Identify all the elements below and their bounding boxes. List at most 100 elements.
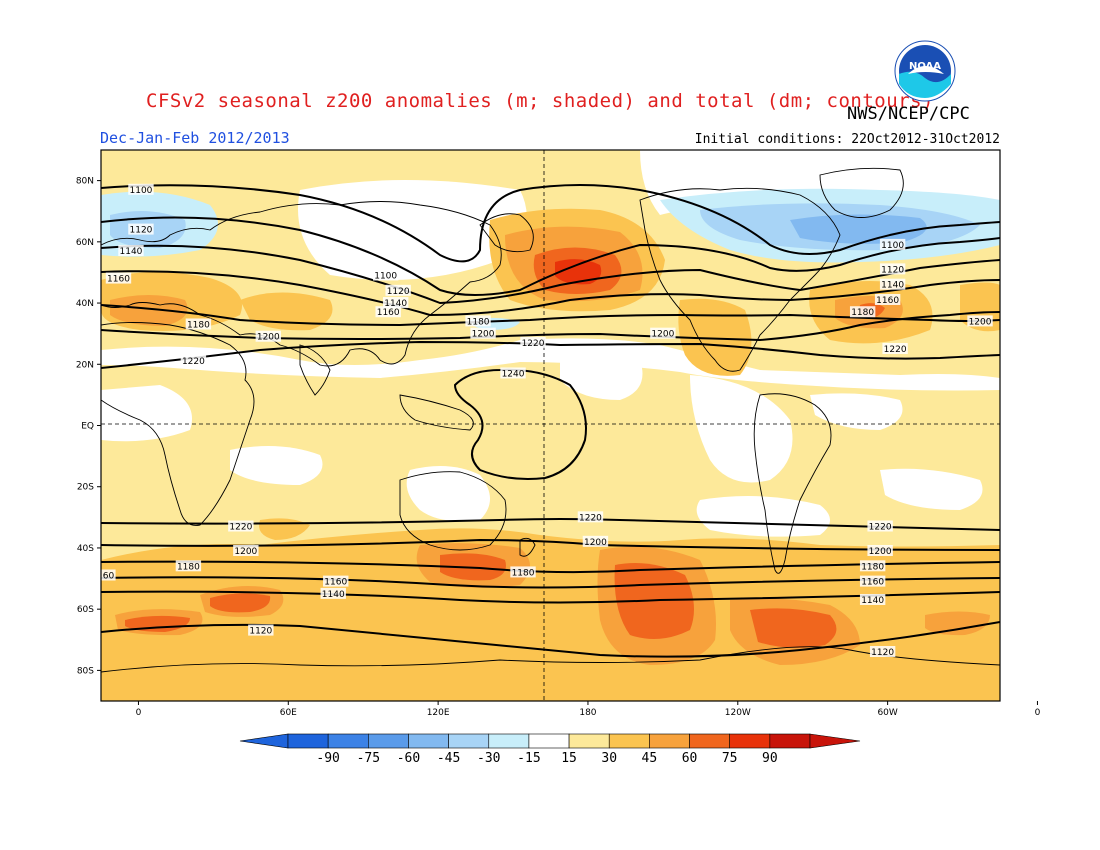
contour-label: 1180 [465,315,491,327]
contour-label-bg [500,367,526,379]
contour-label-text: 1120 [871,648,894,658]
contour-label-bg [859,593,886,605]
contour-label-text: 1120 [387,287,410,297]
contour-label-text: 1120 [249,627,272,637]
colorbar-label: -75 [357,751,380,766]
contour-label-text: 1100 [130,186,153,196]
contour-label-text: 1120 [130,226,153,236]
antarctica-outline [101,646,1000,673]
contour-label-bg [520,336,546,348]
contour-label-bg [879,238,906,250]
contour-1120-sh [101,621,1000,658]
contour-label-text: 1160 [324,578,347,588]
colorbar-label: 60 [682,751,698,766]
contour-label: 1140 [320,587,346,600]
contour-label-bg [470,327,496,339]
contour-label-bg [128,223,154,235]
lon-tick-label: 0 [136,708,142,718]
colorbar-label: 90 [762,751,778,766]
contour-label-text: 60 [103,571,115,581]
contour-1180-nh [101,304,1000,327]
lon-tick-label: 120E [427,708,450,718]
contour-label-text: 1220 [182,357,205,367]
contour-1140-sh [101,590,1000,604]
lon-tick-label: 180 [579,708,596,718]
contour-label-text: 1100 [374,272,397,282]
contour-label-bg [255,330,282,342]
contour-label-bg [582,535,609,547]
contour-label-bg [105,272,132,284]
lat-tick-label: 40S [77,544,94,554]
colorbar-swatch [368,733,409,749]
contour-label-text: 1200 [969,317,992,327]
contour-label-text: 1180 [851,308,874,318]
contour-label: 1140 [118,245,144,257]
lon-tick-label: 60E [280,708,297,718]
contour-label-bg [180,355,207,367]
noaa-logo: NOAA [894,40,956,102]
anomaly-shading [101,150,1000,701]
contour-label-text: 1180 [512,568,535,578]
contour-label-text: 1160 [876,296,899,306]
contour-1220-sh [101,518,1000,531]
contour-label-text: 1140 [120,247,143,257]
contour-label-text: 1220 [869,523,892,533]
contour-label-text: 1160 [377,308,400,318]
contour-label: 1180 [859,560,886,572]
contour-1180-sh [101,560,1000,574]
lat-tick-label: 80S [77,666,94,676]
greenland-outline [819,167,904,218]
contour-label-text: 1200 [651,330,674,340]
contour-label-bg [650,327,676,339]
lon-tick-label: 0 [1035,708,1041,718]
contour-label-text: 1180 [177,562,200,572]
contour-label-bg [867,520,893,532]
contour-label-text: 1180 [187,320,210,330]
contour-label: 1200 [867,545,893,557]
colorbar-swatch [729,733,771,749]
contour-label-bg [879,263,906,275]
contour-label: 1220 [867,520,893,533]
contour-label-text: 1200 [584,538,607,548]
contour-label-bg [859,560,886,572]
contour-label: 1220 [577,511,604,523]
colorbar-label: -90 [316,751,339,766]
contour-label-bg [323,575,349,587]
contour-label-text: 1200 [472,330,495,340]
contour-label-bg [967,315,993,327]
colorbar-label: -45 [437,751,460,766]
contour-label-text: 1220 [884,345,907,355]
colorbar-label: -60 [397,751,420,766]
contour-label-bg [375,306,401,318]
lat-tick-label: 20N [76,360,94,370]
contour-label: 1140 [382,297,409,309]
contour-label: 1120 [879,263,906,275]
contour-label-bg [882,342,908,354]
colorbar-swatch [408,733,449,749]
contour-label-text: 1140 [881,281,904,291]
colorbar-swatch [769,733,811,749]
contour-label: 1100 [128,183,154,196]
contour-label: 1220 [180,355,207,367]
contour-1200-sh [101,538,1000,551]
contour-1160-nh [101,270,1000,317]
indonesia-outline [399,394,474,431]
new-zealand-outline [519,537,536,557]
contour-label: 1240 [500,367,526,379]
contour-label-bg [859,575,886,587]
colorbar-swatch [649,733,690,749]
colorbar-label: 45 [642,751,658,766]
contour-label-bg [320,587,346,599]
colorbar-low-arrow [239,733,289,749]
south-america-outline [753,393,832,574]
contour-label: 1120 [869,646,896,658]
contour-label: 1140 [859,593,886,606]
contour-label: 1120 [248,624,274,637]
colorbar-label: -30 [477,751,500,766]
contour-label: 1220 [520,336,546,349]
contour-label: 1100 [879,238,906,251]
contour-label-bg [101,569,116,581]
contour-label-bg [465,315,491,327]
contour-label: 1220 [228,520,254,533]
